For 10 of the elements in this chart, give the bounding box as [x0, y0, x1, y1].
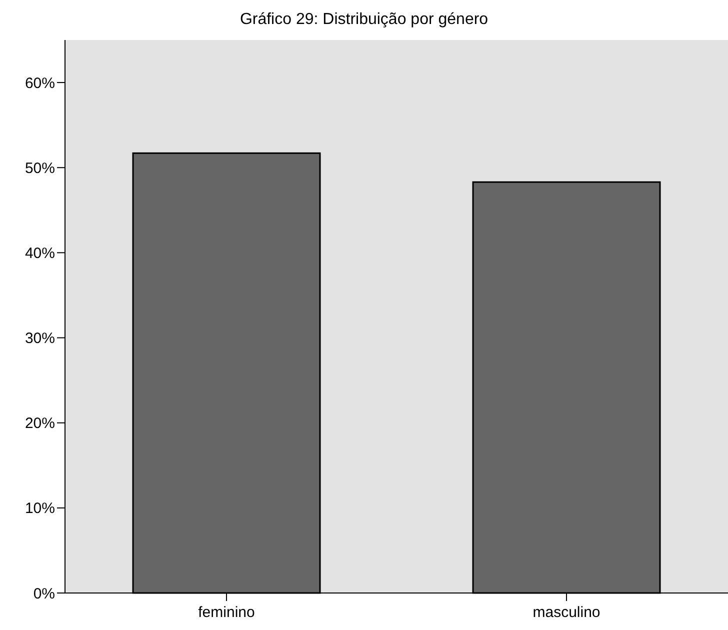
y-tick-label: 20% — [24, 415, 55, 432]
chart-title: Gráfico 29: Distribuição por género — [240, 11, 488, 28]
y-tick-label: 0% — [33, 585, 55, 602]
y-tick-label: 50% — [24, 160, 55, 177]
x-tick-label: masculino — [532, 604, 600, 621]
x-tick-label: feminino — [198, 604, 255, 621]
y-tick-label: 40% — [24, 244, 55, 262]
y-tick-label: 60% — [24, 74, 55, 92]
y-tick-label: 10% — [24, 500, 55, 518]
y-tick-label: 30% — [24, 330, 55, 348]
